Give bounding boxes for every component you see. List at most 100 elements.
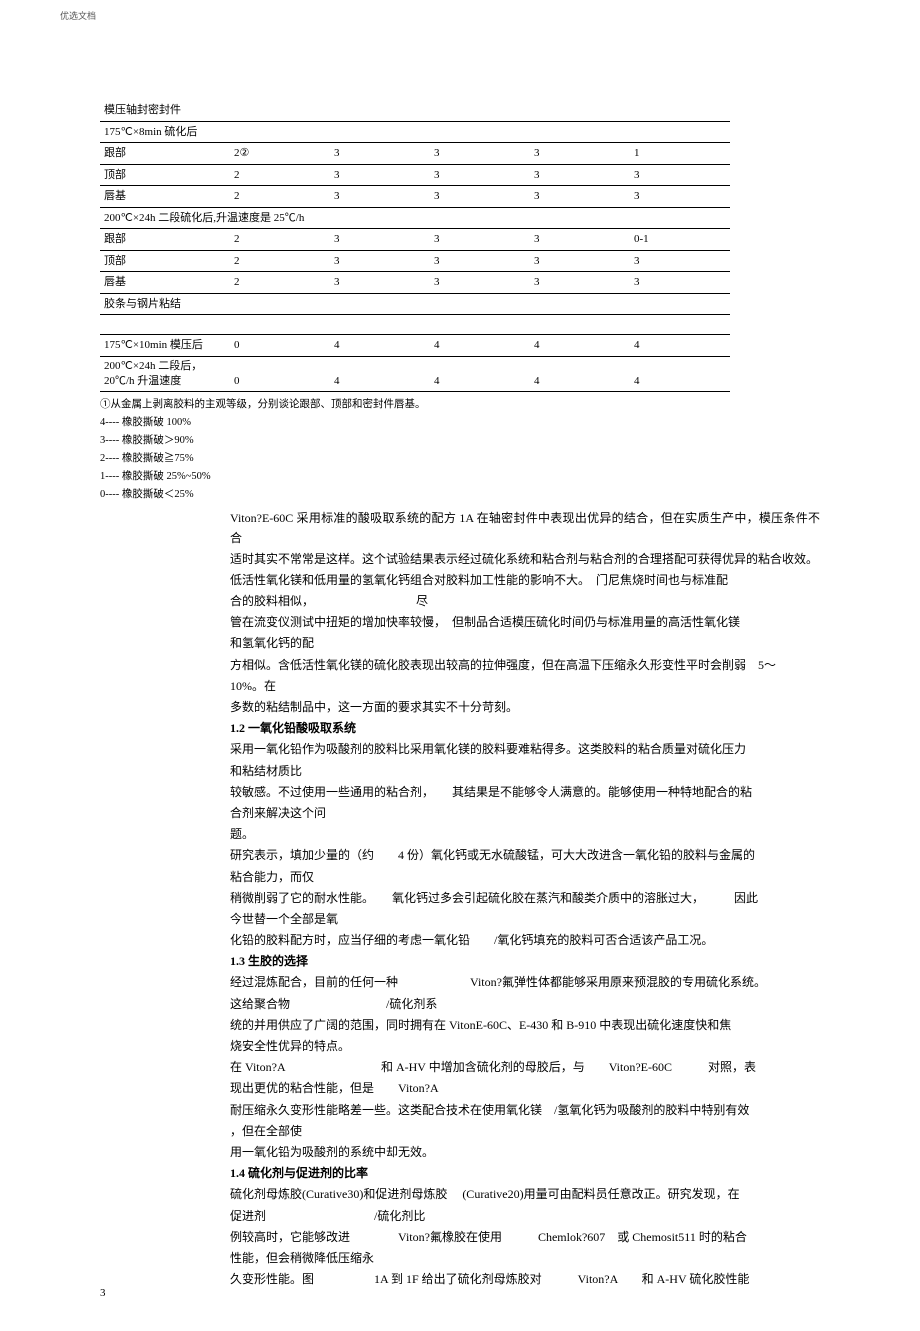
cell: 3 <box>430 186 530 208</box>
para: 合剂来解决这个问 <box>230 804 820 823</box>
content-area: 模压轴封密封件 175℃×8min 硫化后 跟部 2② 3 3 3 1 顶部 2… <box>100 100 820 1289</box>
cell: 3 <box>330 164 430 186</box>
para: 促进剂 /硫化剂比 <box>230 1207 820 1226</box>
cell: 2 <box>230 272 330 294</box>
cell: 4 <box>530 356 630 392</box>
row-label: 跟部 <box>100 143 230 165</box>
cell: 0 <box>230 356 330 392</box>
footnote-item: 1---- 橡胶撕破 25%~50% <box>100 468 820 486</box>
row-label: 唇基 <box>100 272 230 294</box>
para: 在 Viton?A 和 A-HV 中增加含硫化剂的母胶后，与 Viton?E-6… <box>230 1058 820 1077</box>
cell: 3 <box>430 272 530 294</box>
para: 题。 <box>230 825 820 844</box>
cell: 3 <box>430 164 530 186</box>
para: 方相似。含低活性氧化镁的硫化胶表现出较高的拉伸强度，但在高温下压缩永久形变性平时… <box>230 656 820 675</box>
para: 今世替一个全部是氧 <box>230 910 820 929</box>
para: ，但在全部使 <box>230 1122 820 1141</box>
table-row: 跟部 2② 3 3 3 1 <box>100 143 730 165</box>
table-row: 唇基 2 3 3 3 3 <box>100 186 730 208</box>
cell: 4 <box>430 335 530 357</box>
cell: 0-1 <box>630 229 730 251</box>
para: 采用一氧化铅作为吸酸剂的胶料比采用氧化镁的胶料要难粘得多。这类胶料的粘合质量对硫… <box>230 740 820 759</box>
cell: 3 <box>330 229 430 251</box>
table-row: 顶部 2 3 3 3 3 <box>100 250 730 272</box>
para: 现出更优的粘合性能，但是 Viton?A <box>230 1079 820 1098</box>
para: 化铅的胶料配方时，应当仔细的考虑一氧化铅 /氧化钙填充的胶料可否合适该产品工况。 <box>230 931 820 950</box>
section3-title: 胶条与钢片粘结 <box>100 293 730 315</box>
para: 较敏感。不过使用一些通用的粘合剂， 其结果是不能够令人满意的。能够使用一种特地配… <box>230 783 820 802</box>
section1-cond: 175℃×8min 硫化后 <box>100 121 730 143</box>
table-row: 唇基 2 3 3 3 3 <box>100 272 730 294</box>
para: 管在流变仪测试中扭矩的增加快率较慢， 但制品合适模压硫化时间仍与标准用量的高活性… <box>230 613 820 632</box>
table-row: 跟部 2 3 3 3 0-1 <box>100 229 730 251</box>
para: 和氢氧化钙的配 <box>230 634 820 653</box>
cell: 4 <box>630 335 730 357</box>
cell: 4 <box>630 356 730 392</box>
body-text-section: Viton?E-60C 采用标准的酸吸取系统的配方 1A 在轴密封件中表现出优异… <box>230 509 820 1289</box>
cell: 3 <box>530 250 630 272</box>
cell: 4 <box>530 335 630 357</box>
heading-1-2: 1.2 一氧化铅酸吸取系统 <box>230 719 820 738</box>
document-page: 优选文档 模压轴封密封件 175℃×8min 硫化后 跟部 2② 3 3 3 1… <box>0 0 920 1331</box>
cell: 1 <box>630 143 730 165</box>
table-row: 200℃×24h 二段后，20℃/h 升温速度 0 4 4 4 4 <box>100 356 730 392</box>
para: 和粘结材质比 <box>230 762 820 781</box>
para: 烧安全性优异的特点。 <box>230 1037 820 1056</box>
row-label: 175℃×10min 模压后 <box>100 335 230 357</box>
row-label: 200℃×24h 二段后，20℃/h 升温速度 <box>100 356 230 392</box>
cell: 2② <box>230 143 330 165</box>
table-row: 顶部 2 3 3 3 3 <box>100 164 730 186</box>
row-label: 跟部 <box>100 229 230 251</box>
para: 适时其实不常常是这样。这个试验结果表示经过硫化系统和粘合剂与粘合剂的合理搭配可获… <box>230 550 820 569</box>
para: 统的并用供应了广阔的范围，同时拥有在 VitonE-60C、E-430 和 B-… <box>230 1016 820 1035</box>
cell: 4 <box>330 356 430 392</box>
para: 这给聚合物 /硫化剂系 <box>230 995 820 1014</box>
para: 合的胶料相似， 尽 <box>230 592 820 611</box>
cell: 3 <box>530 143 630 165</box>
spacer <box>100 315 730 335</box>
adhesion-table: 模压轴封密封件 175℃×8min 硫化后 跟部 2② 3 3 3 1 顶部 2… <box>100 100 730 392</box>
header-doc-label: 优选文档 <box>60 10 96 24</box>
cell: 3 <box>630 186 730 208</box>
footnote-lead: ①从金属上剥离胶料的主观等级，分别谈论跟部、顶部和密封件唇基。 <box>100 396 820 414</box>
cell: 2 <box>230 164 330 186</box>
cell: 2 <box>230 186 330 208</box>
para: 硫化剂母炼胶(Curative30)和促进剂母炼胶 (Curative20)用量… <box>230 1185 820 1204</box>
cell: 3 <box>630 250 730 272</box>
heading-1-4: 1.4 硫化剂与促进剂的比率 <box>230 1164 820 1183</box>
cell: 2 <box>230 229 330 251</box>
cell: 3 <box>430 229 530 251</box>
para: Viton?E-60C 采用标准的酸吸取系统的配方 1A 在轴密封件中表现出优异… <box>230 509 820 547</box>
page-number: 3 <box>100 1285 106 1302</box>
footnote-item: 2---- 橡胶撕破≧75% <box>100 450 820 468</box>
row-label: 唇基 <box>100 186 230 208</box>
table-row: 175℃×10min 模压后 0 4 4 4 4 <box>100 335 730 357</box>
cell: 3 <box>630 272 730 294</box>
para: 久变形性能。图 1A 到 1F 给出了硫化剂母炼胶对 Viton?A 和 A-H… <box>230 1270 820 1289</box>
section2-cond: 200℃×24h 二段硫化后,升温速度是 25℃/h <box>100 207 730 229</box>
footnote-item: 4---- 橡胶撕破 100% <box>100 414 820 432</box>
footnote-item: 3---- 橡胶撕破＞90% <box>100 432 820 450</box>
cell: 0 <box>230 335 330 357</box>
para: 经过混炼配合，目前的任何一种 Viton?氟弹性体都能够采用原来预混胶的专用硫化… <box>230 973 820 992</box>
cell: 3 <box>330 272 430 294</box>
para: 性能，但会稍微降低压缩永 <box>230 1249 820 1268</box>
heading-1-3: 1.3 生胶的选择 <box>230 952 820 971</box>
para: 用一氧化铅为吸酸剂的系统中却无效。 <box>230 1143 820 1162</box>
para: 多数的粘结制品中，这一方面的要求其实不十分苛刻。 <box>230 698 820 717</box>
footnote-item: 0---- 橡胶撕破＜25% <box>100 486 820 504</box>
cell: 4 <box>430 356 530 392</box>
cell: 3 <box>530 186 630 208</box>
footnotes: ①从金属上剥离胶料的主观等级，分别谈论跟部、顶部和密封件唇基。 4---- 橡胶… <box>100 396 820 503</box>
para: 耐压缩永久变形性能略差一些。这类配合技术在使用氧化镁 /氢氧化钙为吸酸剂的胶料中… <box>230 1101 820 1120</box>
para: 低活性氧化镁和低用量的氢氧化钙组合对胶料加工性能的影响不大。 门尼焦烧时间也与标… <box>230 571 820 590</box>
cell: 3 <box>630 164 730 186</box>
cell: 3 <box>330 250 430 272</box>
cell: 3 <box>530 229 630 251</box>
cell: 2 <box>230 250 330 272</box>
para: 例较高时，它能够改进 Viton?氟橡胶在使用 Chemlok?607 或 Ch… <box>230 1228 820 1247</box>
cell: 4 <box>330 335 430 357</box>
row-label: 顶部 <box>100 250 230 272</box>
cell: 3 <box>430 250 530 272</box>
para: 研究表示，填加少量的（约 4 份）氧化钙或无水硫酸锰，可大大改进含一氧化铅的胶料… <box>230 846 820 865</box>
